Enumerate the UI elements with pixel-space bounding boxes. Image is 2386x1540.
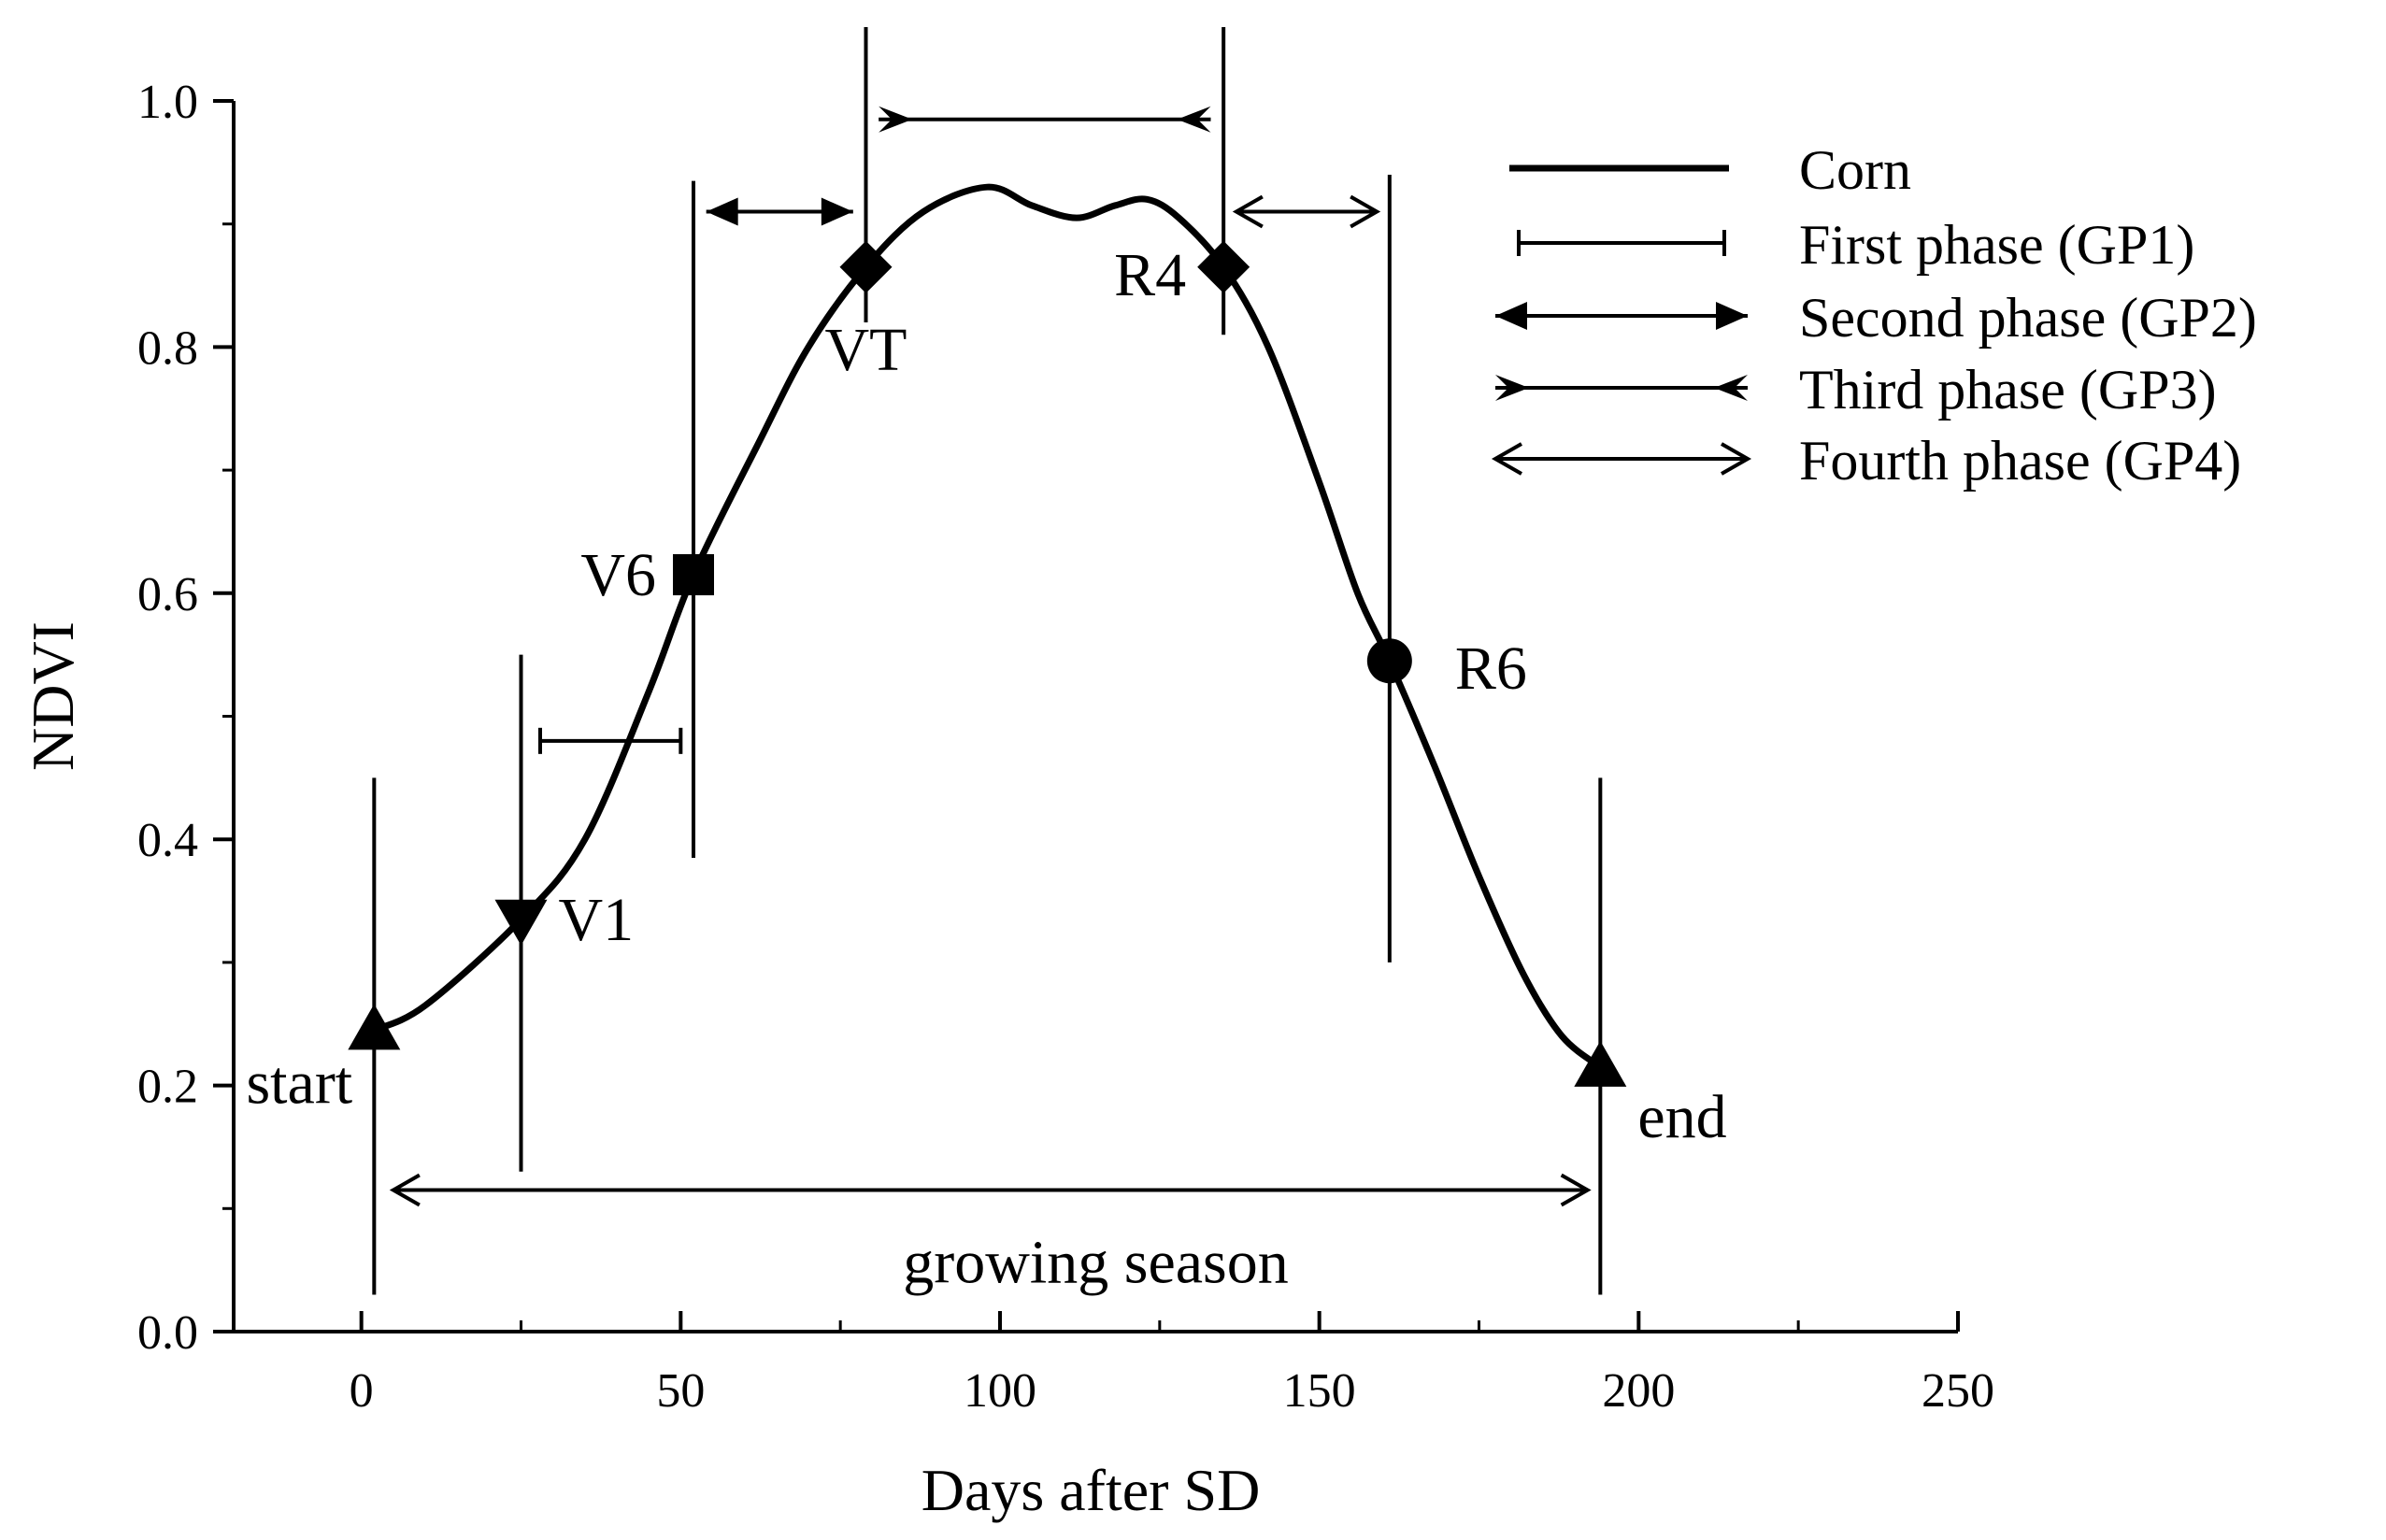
ndvi-curve <box>372 183 1603 1070</box>
phase-gp1 <box>538 727 683 754</box>
arrow-head <box>1495 302 1527 330</box>
x-tick-label: 100 <box>964 1364 1036 1418</box>
stage-marker <box>1197 240 1250 293</box>
stage-label-r6: R6 <box>1455 635 1527 703</box>
stage-marker <box>348 1004 401 1050</box>
phase-gp2 <box>706 197 853 226</box>
stage-label-vt: VT <box>825 316 907 384</box>
arrow-head <box>1716 302 1748 330</box>
stage-marker <box>839 240 893 293</box>
stage-markers <box>348 240 1627 1087</box>
arrow-head <box>1714 375 1748 401</box>
y-tick-label: 1.0 <box>137 76 198 129</box>
legend-entry: Fourth phase (GP4) <box>1491 430 2241 492</box>
arrow-head <box>821 197 853 226</box>
legend-label: Corn <box>1799 139 1911 201</box>
x-tick-label: 50 <box>656 1364 705 1418</box>
y-tick-label: 0.2 <box>137 1061 198 1114</box>
legend-entry: First phase (GP1) <box>1517 214 2194 276</box>
stage-label-end: end <box>1637 1083 1726 1151</box>
phase-gp3 <box>879 106 1211 133</box>
stage-marker <box>1574 1040 1627 1087</box>
x-tick-label: 150 <box>1283 1364 1356 1418</box>
x-tick-label: 0 <box>350 1364 374 1418</box>
growing-season-label: growing season <box>903 1228 1288 1296</box>
phase-arrows <box>389 106 1592 1207</box>
phase-growing-season <box>389 1173 1592 1207</box>
stage-label-r4: R4 <box>1114 241 1186 309</box>
stage-marker <box>494 899 548 946</box>
stage-marker <box>1366 638 1412 684</box>
legend-label: First phase (GP1) <box>1799 214 2194 276</box>
arrow-head <box>1495 375 1529 401</box>
legend: Corn First phase (GP1) Second phase (GP2) T… <box>1491 139 2257 492</box>
y-tick-label: 0.6 <box>137 568 198 621</box>
legend-entry: Second phase (GP2) <box>1495 287 2257 349</box>
y-tick-label: 0.0 <box>137 1306 198 1360</box>
phase-gp4 <box>1232 194 1381 229</box>
x-tick-label: 250 <box>1922 1364 1994 1418</box>
legend-entry: Third phase (GP3) <box>1495 359 2217 421</box>
arrow-head <box>706 197 738 226</box>
corn-series-line <box>372 183 1603 1070</box>
legend-label: Fourth phase (GP4) <box>1799 430 2241 492</box>
legend-label: Second phase (GP2) <box>1799 287 2257 349</box>
x-tick-label: 200 <box>1602 1364 1675 1418</box>
arrow-head <box>1560 1173 1592 1207</box>
stage-vertical-lines <box>372 26 1603 1295</box>
arrow-head <box>1232 194 1264 229</box>
arrow-head <box>1350 194 1381 229</box>
arrow-head <box>879 106 913 133</box>
stage-label-start: start <box>247 1048 353 1117</box>
stage-labels: growing season start V1 V6 VT R4 R6 end <box>247 241 1727 1297</box>
arrow-head <box>1721 442 1752 476</box>
legend-label: Third phase (GP3) <box>1799 359 2217 421</box>
y-tick-label: 0.4 <box>137 814 198 867</box>
ticks: 0 50 100 150 200 250 0.0 0.2 0.4 0.6 0.8 1.0 <box>137 76 1994 1418</box>
arrow-head <box>389 1173 421 1207</box>
stage-label-v6: V6 <box>580 541 656 609</box>
stage-marker <box>673 554 714 596</box>
arrow-head <box>1491 442 1522 476</box>
stage-label-v1: V1 <box>559 886 635 954</box>
y-tick-label: 0.8 <box>137 321 198 375</box>
x-axis-title: Days after SD <box>922 1457 1261 1523</box>
arrow-head <box>1177 106 1211 133</box>
y-axis-title: NDVI <box>20 621 86 771</box>
legend-entry: Corn <box>1509 139 1911 201</box>
